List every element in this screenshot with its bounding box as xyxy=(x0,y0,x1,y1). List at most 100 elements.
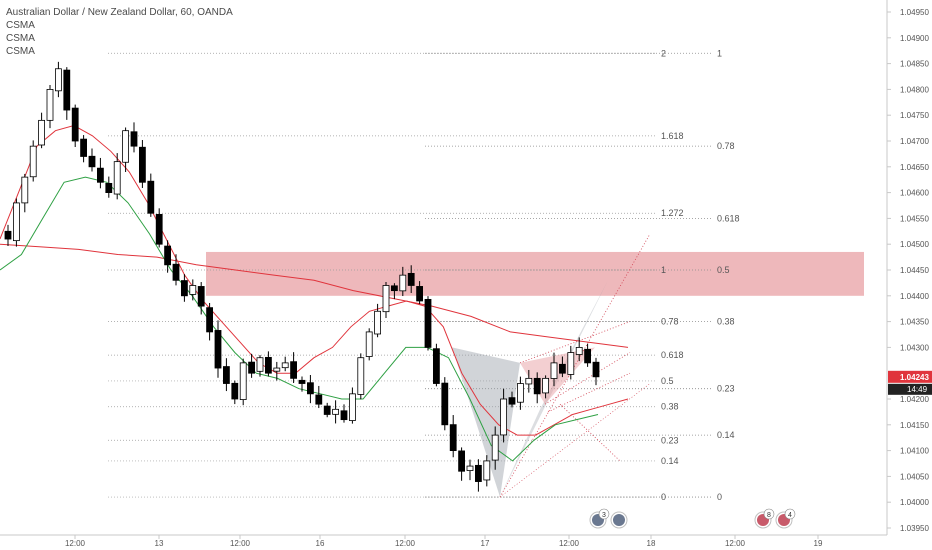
candle-body[interactable] xyxy=(189,285,197,295)
candle-body[interactable] xyxy=(55,68,62,92)
candle-body[interactable] xyxy=(80,138,87,157)
event-count-badge xyxy=(763,508,775,520)
candle-body[interactable] xyxy=(306,382,314,395)
candle-body[interactable] xyxy=(525,377,533,385)
candle-body[interactable] xyxy=(147,180,155,214)
indicator-label-2[interactable]: CSMA xyxy=(6,33,35,44)
candle-body[interactable] xyxy=(38,119,45,146)
candle-body[interactable] xyxy=(592,361,600,378)
candle-body[interactable] xyxy=(172,263,180,281)
price-tick-label: 1.04950 xyxy=(900,8,929,17)
candle-body[interactable] xyxy=(21,176,29,204)
fib-left-level-label: 0.78 xyxy=(661,317,679,327)
candle-body[interactable] xyxy=(340,410,348,421)
candle-body[interactable] xyxy=(113,161,121,195)
time-tick-label: 18 xyxy=(647,539,656,548)
price-tick-label: 1.04600 xyxy=(900,189,929,198)
pattern-leg-bcd[interactable] xyxy=(520,347,595,405)
price-tick-label: 1.04150 xyxy=(900,421,929,430)
candle-body[interactable] xyxy=(12,202,20,242)
candle-body[interactable] xyxy=(416,286,424,302)
candle-body[interactable] xyxy=(164,245,172,266)
candle-body[interactable] xyxy=(348,393,356,421)
fib-left-level-label: 2 xyxy=(661,48,666,58)
fib-right-level-label: 0.78 xyxy=(717,141,735,151)
candle-body[interactable] xyxy=(474,464,482,482)
candle-body[interactable] xyxy=(97,167,104,183)
candle-body[interactable] xyxy=(458,450,466,472)
candle-body[interactable] xyxy=(88,155,96,168)
candle-body[interactable] xyxy=(155,213,163,245)
candle-body[interactable] xyxy=(399,274,407,292)
candle-body[interactable] xyxy=(575,346,583,355)
projection-line[interactable] xyxy=(499,233,651,498)
candle-body[interactable] xyxy=(281,362,289,369)
candle-body[interactable] xyxy=(508,397,516,405)
candle-body[interactable] xyxy=(424,298,432,348)
moving-average-slow-line[interactable] xyxy=(0,243,629,348)
candle-body[interactable] xyxy=(382,285,390,313)
candle-body[interactable] xyxy=(214,330,222,369)
candle-body[interactable] xyxy=(4,230,12,240)
fib-left-level-label: 1 xyxy=(661,265,666,275)
price-tick-label: 1.04750 xyxy=(900,111,929,120)
candle-body[interactable] xyxy=(63,69,71,111)
candle-body[interactable] xyxy=(365,331,373,357)
candle-body[interactable] xyxy=(29,145,37,178)
candle-body[interactable] xyxy=(323,405,331,415)
candle-body[interactable] xyxy=(71,107,79,142)
projection-line[interactable] xyxy=(499,383,651,498)
indicator-label-1[interactable]: CSMA xyxy=(6,20,35,31)
candle-body[interactable] xyxy=(567,352,575,375)
chart-title: Australian Dollar / New Zealand Dollar, … xyxy=(6,7,233,18)
candle-body[interactable] xyxy=(197,286,205,307)
candle-body[interactable] xyxy=(357,357,365,395)
candle-body[interactable] xyxy=(105,182,113,194)
candle-body[interactable] xyxy=(290,361,298,379)
candle-body[interactable] xyxy=(248,361,256,374)
price-tick-label: 1.03950 xyxy=(900,524,929,533)
candle-body[interactable] xyxy=(584,348,591,364)
moving-average-fast-line[interactable] xyxy=(0,124,629,436)
candle-body[interactable] xyxy=(180,280,188,297)
candle-body[interactable] xyxy=(390,285,398,292)
candle-body[interactable] xyxy=(138,146,146,183)
candle-body[interactable] xyxy=(46,89,54,121)
candle-body[interactable] xyxy=(483,460,491,481)
candle-body[interactable] xyxy=(130,131,138,147)
candle-body[interactable] xyxy=(441,382,449,426)
candle-body[interactable] xyxy=(466,465,474,471)
candle-body[interactable] xyxy=(432,348,440,384)
candle-body[interactable] xyxy=(533,377,541,395)
fib-left-level-label: 0 xyxy=(661,492,666,502)
candle-body[interactable] xyxy=(222,366,230,384)
time-tick-label: 12:00 xyxy=(65,539,86,548)
candle-body[interactable] xyxy=(256,357,264,372)
indicator-label-3[interactable]: CSMA xyxy=(6,46,35,57)
candle-body[interactable] xyxy=(517,383,524,403)
fib-right-level-label: 0.38 xyxy=(717,317,735,327)
candle-body[interactable] xyxy=(449,424,457,451)
projection-line[interactable] xyxy=(547,372,631,413)
candle-body[interactable] xyxy=(542,377,549,394)
candle-body[interactable] xyxy=(273,367,281,372)
candle-body[interactable] xyxy=(298,379,306,384)
candle-body[interactable] xyxy=(122,130,129,163)
candle-body[interactable] xyxy=(239,362,247,400)
projection-line[interactable] xyxy=(559,403,621,462)
candle-body[interactable] xyxy=(491,434,499,461)
candle-body[interactable] xyxy=(407,272,415,286)
candle-body[interactable] xyxy=(550,362,558,379)
candle-body[interactable] xyxy=(264,356,272,374)
candle-body[interactable] xyxy=(231,382,239,400)
candle-body[interactable] xyxy=(559,363,566,374)
candle-body[interactable] xyxy=(332,408,340,415)
candle-body[interactable] xyxy=(374,310,382,335)
supply-zone-rect[interactable] xyxy=(206,251,864,296)
candle-body[interactable] xyxy=(315,394,323,405)
candle-body[interactable] xyxy=(500,398,508,436)
candle-body[interactable] xyxy=(206,307,214,333)
price-tick-label: 1.04500 xyxy=(900,240,929,249)
fib-left-level-label: 1.618 xyxy=(661,131,684,141)
